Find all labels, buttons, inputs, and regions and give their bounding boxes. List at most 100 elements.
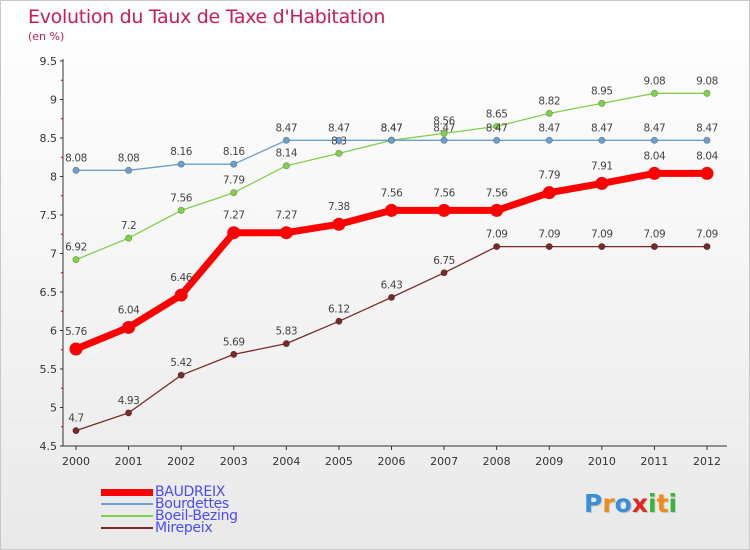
- data-label-baudreix: 7.27: [223, 210, 245, 222]
- data-label-bourdettes: 8.08: [118, 152, 140, 164]
- data-label-mirepeix: 7.09: [591, 229, 613, 241]
- data-label-mirepeix: 5.42: [170, 357, 192, 369]
- data-point-bourdettes: [387, 136, 395, 144]
- data-label-boeil-bezing: 6.92: [65, 242, 87, 254]
- data-label-boeil-bezing: 9.08: [696, 75, 718, 87]
- data-point-bourdettes: [598, 136, 606, 144]
- x-tick-label: 2005: [325, 455, 353, 468]
- data-label-boeil-bezing: 7.2: [121, 220, 137, 232]
- x-tick-label: 2009: [535, 455, 563, 468]
- data-point-bourdettes: [545, 136, 553, 144]
- y-tick-label: 9: [50, 94, 57, 107]
- legend-label: Boeil-Bezing: [155, 508, 238, 524]
- data-label-bourdettes: 8.47: [433, 122, 455, 134]
- legend-swatch: [101, 488, 153, 496]
- data-point-boeil-bezing: [493, 122, 501, 130]
- logo-letter: i: [668, 489, 678, 518]
- legend-swatch: [101, 515, 153, 517]
- data-label-boeil-bezing: 8.56: [433, 115, 455, 127]
- data-point-baudreix: [490, 203, 504, 217]
- x-tick-label: 2001: [115, 455, 143, 468]
- chart-title: Evolution du Taux de Taxe d'Habitation: [28, 6, 386, 28]
- data-point-boeil-bezing: [125, 234, 133, 242]
- data-label-boeil-bezing: 8.82: [538, 95, 560, 107]
- data-point-boeil-bezing: [282, 162, 290, 170]
- data-point-mirepeix: [650, 243, 658, 251]
- data-point-baudreix: [595, 176, 609, 190]
- data-label-bourdettes: 8.47: [486, 122, 508, 134]
- data-point-bourdettes: [493, 136, 501, 144]
- legend-label: Bourdettes: [155, 496, 229, 512]
- data-label-baudreix: 7.56: [433, 187, 455, 199]
- x-tick-label: 2008: [483, 455, 511, 468]
- data-point-mirepeix: [72, 427, 80, 435]
- data-label-baudreix: 7.79: [538, 170, 560, 182]
- data-point-baudreix: [332, 217, 346, 231]
- data-point-bourdettes: [335, 136, 343, 144]
- x-tick-label: 2011: [640, 455, 668, 468]
- data-label-mirepeix: 7.09: [644, 229, 666, 241]
- legend-swatch: [101, 527, 153, 529]
- logo-letter: t: [656, 489, 669, 518]
- data-label-mirepeix: 7.09: [538, 229, 560, 241]
- data-label-mirepeix: 6.12: [328, 303, 350, 315]
- data-point-baudreix: [279, 226, 293, 240]
- data-point-boeil-bezing: [230, 189, 238, 197]
- data-label-mirepeix: 5.69: [223, 336, 245, 348]
- data-label-mirepeix: 5.83: [275, 326, 297, 338]
- y-tick-label: 7: [50, 248, 57, 261]
- x-tick-label: 2010: [588, 455, 616, 468]
- y-tick-label: 7.5: [40, 209, 58, 222]
- data-point-baudreix: [174, 288, 188, 302]
- data-label-bourdettes: 8.47: [644, 122, 666, 134]
- data-point-bourdettes: [440, 136, 448, 144]
- data-point-mirepeix: [703, 243, 711, 251]
- data-label-boeil-bezing: 7.56: [170, 192, 192, 204]
- data-point-boeil-bezing: [335, 149, 343, 157]
- logo-letter: P: [584, 489, 603, 518]
- data-point-mirepeix: [230, 350, 238, 358]
- data-point-baudreix: [437, 203, 451, 217]
- data-label-mirepeix: 7.09: [696, 229, 718, 241]
- data-point-boeil-bezing: [72, 256, 80, 264]
- y-tick-label: 5.5: [40, 363, 58, 376]
- data-label-mirepeix: 4.7: [68, 413, 84, 425]
- line-chart: 4.5 5 5.5 6 6.5 7 7.5 8 8.5 9 9.5 2000 2001 2002 2003 2…: [40, 55, 727, 468]
- data-point-boeil-bezing: [545, 109, 553, 117]
- data-label-mirepeix: 4.93: [118, 395, 140, 407]
- data-label-baudreix: 6.04: [118, 304, 140, 316]
- chart-subtitle: (en %): [28, 30, 65, 43]
- data-point-boeil-bezing: [650, 89, 658, 97]
- data-label-boeil-bezing: 8.95: [591, 85, 613, 97]
- x-tick-label: 2004: [272, 455, 300, 468]
- x-tick-label: 2012: [693, 455, 721, 468]
- data-label-mirepeix: 6.75: [433, 255, 455, 267]
- data-label-baudreix: 7.56: [486, 187, 508, 199]
- data-label-boeil-bezing: 8.47: [381, 122, 403, 134]
- data-label-bourdettes: 8.16: [170, 146, 192, 158]
- data-label-bourdettes: 8.47: [538, 122, 560, 134]
- data-label-boeil-bezing: 8.65: [486, 108, 508, 120]
- data-label-baudreix: 5.76: [65, 326, 87, 338]
- y-tick-label: 4.5: [40, 440, 58, 453]
- data-label-mirepeix: 6.43: [381, 279, 403, 291]
- data-point-mirepeix: [598, 243, 606, 251]
- data-point-mirepeix: [282, 340, 290, 348]
- x-tick-label: 2006: [378, 455, 406, 468]
- y-tick-label: 8: [50, 171, 57, 184]
- data-label-boeil-bezing: 7.79: [223, 175, 245, 187]
- data-point-baudreix: [700, 166, 714, 180]
- data-label-boeil-bezing: 9.08: [644, 75, 666, 87]
- logo-letter: i: [648, 489, 657, 518]
- data-point-mirepeix: [335, 317, 343, 325]
- data-point-baudreix: [69, 342, 83, 356]
- data-label-baudreix: 7.56: [381, 187, 403, 199]
- data-label-bourdettes: 8.16: [223, 146, 245, 158]
- data-label-bourdettes: 8.08: [65, 152, 87, 164]
- data-label-boeil-bezing: 8.14: [275, 148, 297, 160]
- data-label-baudreix: 8.04: [696, 150, 718, 162]
- data-point-baudreix: [542, 186, 556, 200]
- data-point-mirepeix: [493, 243, 501, 251]
- data-label-bourdettes: 8.47: [381, 122, 403, 134]
- data-point-bourdettes: [125, 166, 133, 174]
